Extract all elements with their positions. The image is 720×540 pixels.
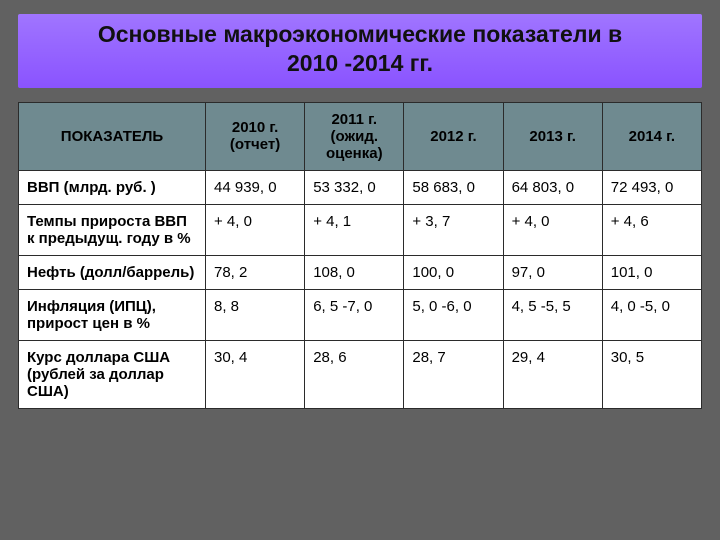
cell: 97, 0 <box>503 255 602 289</box>
table-row: Темпы прироста ВВП к предыдущ. году в % … <box>19 204 702 255</box>
cell: 108, 0 <box>305 255 404 289</box>
cell: 64 803, 0 <box>503 170 602 204</box>
cell: + 4, 0 <box>503 204 602 255</box>
cell: 78, 2 <box>206 255 305 289</box>
cell: 28, 7 <box>404 340 503 408</box>
cell: 30, 4 <box>206 340 305 408</box>
cell: 53 332, 0 <box>305 170 404 204</box>
row-label: Курс доллара США (рублей за доллар США) <box>19 340 206 408</box>
title-line-1: Основные макроэкономические показатели в <box>98 21 622 47</box>
cell: 101, 0 <box>602 255 701 289</box>
cell: + 4, 1 <box>305 204 404 255</box>
cell: 72 493, 0 <box>602 170 701 204</box>
macro-table: ПОКАЗАТЕЛЬ 2010 г. (отчет) 2011 г. (ожид… <box>18 102 702 409</box>
cell: 8, 8 <box>206 289 305 340</box>
col-header-indicator: ПОКАЗАТЕЛЬ <box>19 102 206 170</box>
col-header-2011: 2011 г. (ожид. оценка) <box>305 102 404 170</box>
cell: + 4, 0 <box>206 204 305 255</box>
cell: 28, 6 <box>305 340 404 408</box>
slide: Основные макроэкономические показатели в… <box>0 0 720 540</box>
cell: 4, 0 -5, 0 <box>602 289 701 340</box>
table-row: Инфляция (ИПЦ), прирост цен в % 8, 8 6, … <box>19 289 702 340</box>
col-header-2014: 2014 г. <box>602 102 701 170</box>
col-header-2013: 2013 г. <box>503 102 602 170</box>
cell: 30, 5 <box>602 340 701 408</box>
cell: 6, 5 -7, 0 <box>305 289 404 340</box>
title-line-2: 2010 -2014 гг. <box>287 50 433 76</box>
cell: 29, 4 <box>503 340 602 408</box>
cell: 58 683, 0 <box>404 170 503 204</box>
table-header-row: ПОКАЗАТЕЛЬ 2010 г. (отчет) 2011 г. (ожид… <box>19 102 702 170</box>
table-row: ВВП (млрд. руб. ) 44 939, 0 53 332, 0 58… <box>19 170 702 204</box>
col-header-2012: 2012 г. <box>404 102 503 170</box>
cell: 4, 5 -5, 5 <box>503 289 602 340</box>
cell: 5, 0 -6, 0 <box>404 289 503 340</box>
cell: 44 939, 0 <box>206 170 305 204</box>
cell: 100, 0 <box>404 255 503 289</box>
cell: + 4, 6 <box>602 204 701 255</box>
col-header-2010: 2010 г. (отчет) <box>206 102 305 170</box>
row-label: Инфляция (ИПЦ), прирост цен в % <box>19 289 206 340</box>
table-row: Нефть (долл/баррель) 78, 2 108, 0 100, 0… <box>19 255 702 289</box>
row-label: Нефть (долл/баррель) <box>19 255 206 289</box>
row-label: Темпы прироста ВВП к предыдущ. году в % <box>19 204 206 255</box>
slide-title: Основные макроэкономические показатели в… <box>18 14 702 88</box>
row-label: ВВП (млрд. руб. ) <box>19 170 206 204</box>
table-row: Курс доллара США (рублей за доллар США) … <box>19 340 702 408</box>
cell: + 3, 7 <box>404 204 503 255</box>
